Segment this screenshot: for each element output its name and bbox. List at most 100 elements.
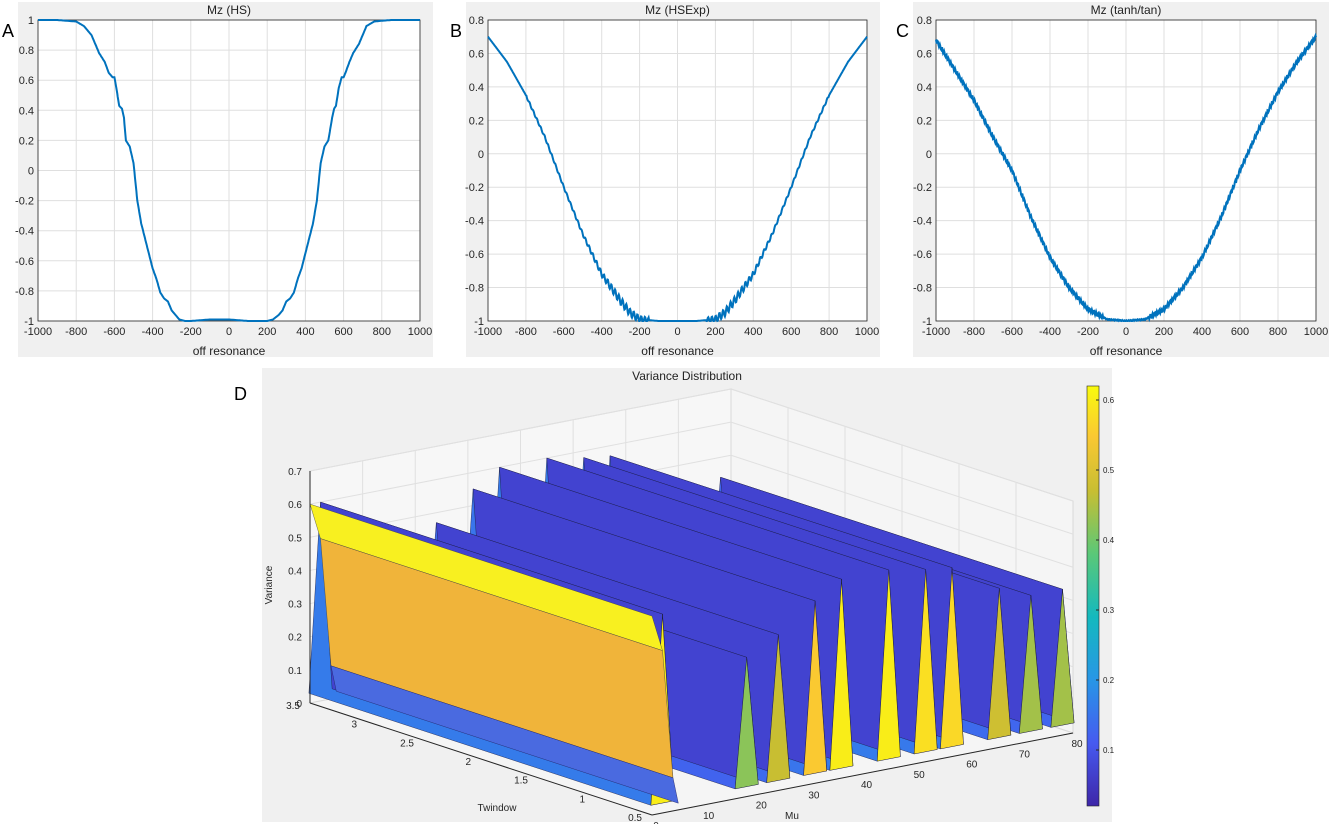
variance-tick-label: 0.2	[288, 633, 302, 644]
x-tick-label: -600	[553, 326, 575, 338]
x-tick-label: 1000	[855, 326, 879, 338]
x-tick-label: 600	[1231, 326, 1249, 338]
ridge-peak	[829, 579, 854, 771]
panel-letter-b: B	[450, 21, 462, 41]
x-tick-label: 0	[1123, 326, 1129, 338]
y-tick-label: -0.2	[465, 182, 484, 194]
y-tick-label: 0.4	[917, 82, 932, 94]
panel-letter-d: D	[234, 384, 247, 404]
x-tick-label: -600	[1001, 326, 1023, 338]
mu-tick-label: 20	[756, 801, 768, 812]
x-axis-label: off resonance	[1090, 344, 1163, 358]
chart-mz-hsexp: -1000 -800 -600 -400 -200 0 200 400 600 800 1000 0.…	[465, 3, 879, 358]
y-tick-label: -1	[922, 316, 932, 328]
x-tick-label: 600	[782, 326, 800, 338]
x-tick-label: 200	[258, 326, 276, 338]
mu-axis	[651, 732, 1074, 816]
twindow-tick-label: 2.5	[400, 738, 414, 749]
variance-tick-label: 0.4	[288, 566, 302, 577]
variance-tick-label: 0.1	[288, 666, 302, 677]
x-tick-label: -400	[1039, 326, 1061, 338]
y-tick-label: 0	[478, 149, 484, 161]
x-tick-label: 400	[1193, 326, 1211, 338]
colorbar-tick-label: 0.3	[1103, 606, 1115, 615]
ridge-peak	[766, 634, 791, 784]
x-tick-label: -800	[515, 326, 537, 338]
chart-title: Mz (tanh/tan)	[1091, 3, 1162, 17]
y-tick-label: 0.2	[469, 115, 484, 127]
y-tick-label: -0.8	[465, 283, 484, 295]
x-tick-label: -200	[180, 326, 202, 338]
y-tick-label: -0.4	[913, 216, 932, 228]
chart-mz-hs: -1000 -800 -600 -400 -200 0 200 400 600 800 1000 1 0…	[15, 3, 432, 358]
y-tick-label: 0	[926, 149, 932, 161]
plot-frame	[37, 19, 421, 322]
x-tick-label: -1000	[24, 326, 52, 338]
x-tick-label: -800	[65, 326, 87, 338]
mu-tick-label: 80	[1071, 739, 1083, 750]
colorbar-tick-label: 0.6	[1103, 396, 1115, 405]
variance-tick-label: 0.6	[288, 500, 302, 511]
x-tick-label: -600	[103, 326, 125, 338]
y-tick-label: 0.2	[19, 135, 34, 147]
mu-tick-label: 60	[966, 760, 978, 771]
chart-title: Mz (HS)	[207, 3, 251, 17]
x-tick-label: -200	[629, 326, 651, 338]
variance-tick-label: 0	[296, 699, 302, 710]
panel-letter-a: A	[2, 21, 14, 41]
y-tick-label: 0.8	[19, 45, 34, 57]
x-tick-label: 800	[1269, 326, 1287, 338]
mu-tick-label: 0	[653, 821, 659, 824]
x-tick-label: -400	[591, 326, 613, 338]
mz-curve	[935, 32, 1317, 323]
y-tick-label: -0.6	[15, 256, 34, 268]
mu-tick-label: 70	[1019, 749, 1031, 760]
x-tick-label: 200	[706, 326, 724, 338]
x-tick-label: 600	[334, 326, 352, 338]
x-tick-label: -800	[963, 326, 985, 338]
y-tick-label: 0	[28, 166, 34, 178]
y-tick-label: -0.8	[15, 286, 34, 298]
ridge-peak	[987, 588, 1012, 741]
x-tick-label: 1000	[1304, 326, 1328, 338]
ridge-peak	[734, 657, 759, 790]
mu-tick-label: 10	[703, 811, 715, 822]
twindow-tick-label: 3	[351, 720, 357, 731]
x-axis-label: off resonance	[641, 344, 714, 358]
ridge-peak	[913, 569, 938, 755]
ridge-peak	[876, 569, 901, 762]
twindow-tick-label: 3.5	[286, 701, 300, 712]
x-axis-label: off resonance	[193, 344, 266, 358]
x-tick-label: -1000	[474, 326, 502, 338]
chart-variance-distribution: Variance Distribution 010203040506070800…	[264, 369, 1115, 824]
ridge-peak	[803, 600, 827, 776]
mu-axis-label: Mu	[785, 811, 799, 822]
colorbar-tick-label: 0.2	[1103, 676, 1115, 685]
x-tick-label: 400	[744, 326, 762, 338]
y-tick-label: 0.6	[469, 48, 484, 60]
variance-axis-label: Variance	[264, 565, 275, 604]
y-tick-label: -0.2	[15, 196, 34, 208]
y-tick-label: -1	[474, 316, 484, 328]
y-tick-label: -1	[24, 316, 34, 328]
chart-d-title: Variance Distribution	[632, 369, 742, 383]
variance-tick-label: 0.5	[288, 533, 302, 544]
mu-tick-label: 30	[808, 790, 820, 801]
y-tick-label: 0.4	[469, 82, 484, 94]
twindow-tick-label: 1	[579, 794, 585, 805]
x-tick-label: 1000	[408, 326, 432, 338]
y-tick-label: -0.4	[465, 216, 484, 228]
y-tick-label: 0.8	[469, 15, 484, 27]
y-tick-label: 1	[28, 15, 34, 27]
y-tick-label: -0.8	[913, 283, 932, 295]
y-tick-label: 0.6	[19, 75, 34, 87]
x-tick-label: 0	[674, 326, 680, 338]
y-tick-label: 0.8	[917, 15, 932, 27]
colorbar-tick-label: 0.4	[1103, 536, 1115, 545]
chart-mz-tanh-tan: -1000 -800 -600 -400 -200 0 200 400 600 800 1000 0.…	[913, 3, 1328, 358]
twindow-axis	[309, 702, 653, 816]
y-tick-label: -0.6	[913, 249, 932, 261]
mu-tick-label: 50	[914, 770, 926, 781]
y-tick-label: 0.4	[19, 105, 34, 117]
